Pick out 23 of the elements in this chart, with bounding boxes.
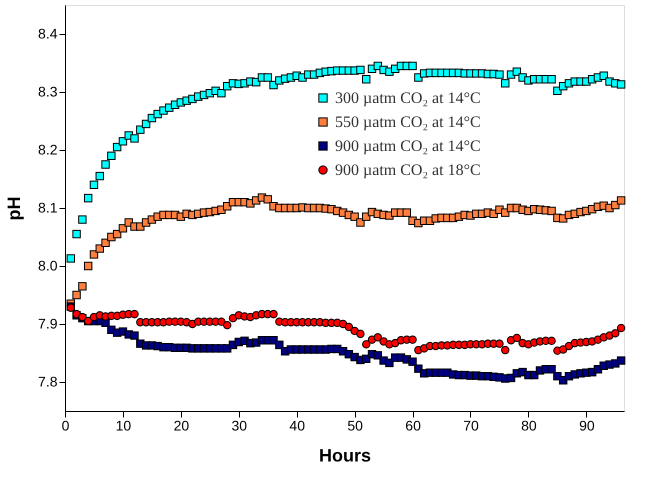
x-tick-label: 70 [463,418,479,434]
y-tick-label: 7.9 [38,316,58,332]
legend-label: 900 µatm CO₂ at 18°C [335,162,481,179]
y-tick-label: 7.8 [38,374,58,390]
x-axis-title: Hours [318,446,372,466]
y-tick-label: 8.2 [38,142,58,158]
x-tick-label: 40 [289,418,306,434]
x-tick-label: 0 [62,418,70,434]
y-axis-title: pH [4,196,24,220]
x-tick-label: 60 [405,418,422,434]
x-tick-label: 10 [116,418,132,434]
y-tick-label: 8.3 [38,84,58,100]
legend-label: 900 µatm CO₂ at 14°C [335,138,481,155]
x-tick-label: 80 [521,418,537,434]
y-tick-label: 8.1 [38,200,58,216]
x-tick-label: 30 [231,418,248,434]
y-tick-label: 8.0 [38,258,58,274]
x-tick-label: 20 [174,418,190,434]
legend-label: 300 µatm CO₂ at 14°C [335,90,481,107]
legend-label: 550 µatm CO₂ at 14°C [335,114,481,131]
x-tick-label: 90 [579,418,595,434]
x-tick-label: 50 [347,418,364,434]
y-tick-label: 8.4 [38,26,58,42]
